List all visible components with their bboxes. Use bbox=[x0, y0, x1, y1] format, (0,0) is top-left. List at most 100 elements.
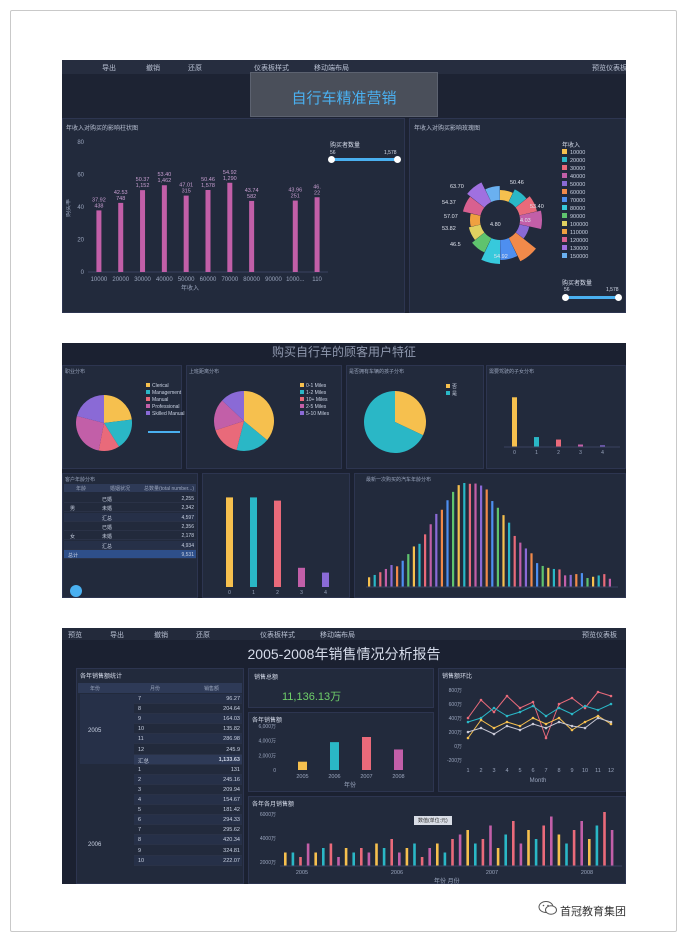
trend-point[interactable] bbox=[570, 696, 574, 700]
bar[interactable] bbox=[344, 848, 348, 866]
pie-slice[interactable] bbox=[76, 416, 104, 451]
trend-line[interactable] bbox=[467, 717, 612, 735]
bar[interactable] bbox=[249, 200, 255, 272]
preview-button-3[interactable]: 预览 bbox=[68, 632, 82, 639]
pie-slice[interactable] bbox=[76, 395, 104, 423]
bar[interactable] bbox=[542, 825, 545, 867]
bar[interactable] bbox=[489, 825, 492, 867]
table-row[interactable] bbox=[64, 531, 196, 541]
table-row[interactable] bbox=[134, 805, 242, 816]
legend-item[interactable]: 70000 bbox=[562, 197, 622, 205]
rose-slice[interactable] bbox=[472, 232, 492, 253]
legend-item[interactable]: 100000 bbox=[562, 221, 622, 229]
bar[interactable] bbox=[534, 437, 539, 447]
bar[interactable] bbox=[407, 554, 410, 587]
bar[interactable] bbox=[463, 483, 466, 587]
bar[interactable] bbox=[352, 852, 355, 867]
bar[interactable] bbox=[502, 515, 505, 587]
rose-slice[interactable] bbox=[515, 224, 530, 239]
bar[interactable] bbox=[314, 197, 320, 272]
trend-point[interactable] bbox=[570, 712, 574, 716]
marital-col-header[interactable]: 婚姻状况 bbox=[110, 486, 131, 492]
bar[interactable] bbox=[524, 548, 527, 587]
bar[interactable] bbox=[418, 543, 421, 587]
trend-point[interactable] bbox=[609, 720, 613, 724]
rose-slice[interactable] bbox=[515, 196, 537, 216]
trend-point[interactable] bbox=[518, 706, 522, 710]
rose-slice[interactable] bbox=[485, 186, 500, 202]
bar[interactable] bbox=[368, 577, 371, 587]
bar[interactable] bbox=[306, 843, 310, 867]
bar[interactable] bbox=[161, 185, 167, 272]
trend-line[interactable] bbox=[467, 691, 612, 740]
legend-item[interactable]: 30000 bbox=[562, 165, 622, 173]
pie-slice[interactable] bbox=[104, 419, 132, 447]
bar[interactable] bbox=[512, 821, 515, 866]
table-row[interactable] bbox=[134, 774, 242, 785]
table-row[interactable] bbox=[134, 764, 242, 775]
pie-slice[interactable] bbox=[364, 391, 424, 453]
bar[interactable] bbox=[330, 742, 339, 770]
legend-item[interactable]: 1-2 Miles bbox=[300, 390, 329, 397]
slider2-handle-min[interactable] bbox=[562, 294, 569, 301]
bar[interactable] bbox=[329, 843, 333, 867]
bar[interactable] bbox=[496, 848, 500, 866]
bar[interactable] bbox=[458, 834, 462, 867]
bar[interactable] bbox=[496, 507, 499, 587]
bar[interactable] bbox=[491, 501, 494, 587]
scroll-button[interactable] bbox=[70, 585, 82, 597]
legend-item[interactable]: 否 bbox=[446, 383, 457, 390]
trend-point[interactable] bbox=[583, 726, 587, 730]
pie-slice[interactable] bbox=[244, 391, 274, 441]
bar[interactable] bbox=[362, 737, 371, 770]
rose-slice[interactable] bbox=[481, 238, 500, 264]
trend-point[interactable] bbox=[544, 726, 548, 730]
bar[interactable] bbox=[205, 190, 211, 272]
bar[interactable] bbox=[118, 202, 124, 272]
bar[interactable] bbox=[140, 190, 146, 272]
bar[interactable] bbox=[183, 195, 189, 272]
trend-point[interactable] bbox=[557, 706, 561, 710]
bar[interactable] bbox=[513, 535, 516, 587]
export-button-3[interactable]: 导出 bbox=[110, 632, 124, 639]
bar[interactable] bbox=[322, 848, 325, 866]
rose-slice[interactable] bbox=[467, 182, 492, 208]
legend-item[interactable]: 10000 bbox=[562, 149, 622, 157]
export-button[interactable]: 导出 bbox=[102, 65, 116, 72]
bar[interactable] bbox=[405, 848, 409, 866]
rose-slice[interactable] bbox=[508, 189, 527, 208]
bar[interactable] bbox=[443, 852, 447, 867]
table-row[interactable] bbox=[134, 795, 242, 805]
bar[interactable] bbox=[390, 565, 393, 587]
bar[interactable] bbox=[603, 574, 606, 587]
pie-slice[interactable] bbox=[236, 421, 268, 451]
table-row[interactable] bbox=[64, 512, 196, 522]
bar[interactable] bbox=[250, 497, 257, 587]
table-row[interactable] bbox=[134, 724, 242, 735]
table-row[interactable] bbox=[134, 835, 242, 846]
bar[interactable] bbox=[512, 397, 517, 447]
bar[interactable] bbox=[299, 857, 302, 866]
slider-handle-max[interactable] bbox=[394, 156, 401, 163]
month-col-header[interactable]: 月份 bbox=[150, 686, 161, 692]
legend-item[interactable]: Clerical bbox=[146, 383, 185, 390]
trend-point[interactable] bbox=[596, 716, 600, 720]
bar[interactable] bbox=[436, 843, 439, 867]
trend-point[interactable] bbox=[609, 702, 613, 706]
bar[interactable] bbox=[485, 489, 488, 587]
trend-point[interactable] bbox=[557, 720, 561, 724]
bar[interactable] bbox=[413, 843, 416, 867]
legend-item[interactable]: Management bbox=[146, 390, 185, 397]
bar[interactable] bbox=[586, 577, 589, 587]
trend-point[interactable] bbox=[570, 724, 574, 728]
table-row[interactable] bbox=[64, 540, 196, 550]
table-row[interactable] bbox=[64, 522, 196, 531]
table-row[interactable] bbox=[134, 744, 242, 755]
year-col-header[interactable]: 年份 bbox=[90, 686, 101, 692]
legend-item[interactable]: 10+ Miles bbox=[300, 397, 329, 404]
rose-slice[interactable] bbox=[462, 196, 485, 216]
bar[interactable] bbox=[541, 565, 544, 587]
preview-button[interactable]: 预览仪表板 bbox=[592, 65, 626, 72]
bar[interactable] bbox=[429, 524, 432, 587]
trend-point[interactable] bbox=[596, 708, 600, 712]
